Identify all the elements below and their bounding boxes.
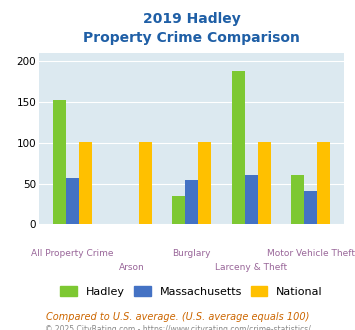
Bar	[245, 175, 258, 224]
Bar	[185, 180, 198, 224]
Bar	[304, 191, 317, 224]
Text: Compared to U.S. average. (U.S. average equals 100): Compared to U.S. average. (U.S. average …	[46, 312, 309, 322]
Legend: Hadley, Massachusetts, National: Hadley, Massachusetts, National	[56, 281, 327, 301]
Text: Arson: Arson	[119, 263, 145, 272]
Bar	[172, 196, 185, 224]
Bar	[139, 142, 152, 224]
Text: Larceny & Theft: Larceny & Theft	[215, 263, 287, 272]
Bar	[198, 142, 211, 224]
Bar	[79, 142, 92, 224]
Bar	[258, 142, 271, 224]
Text: All Property Crime: All Property Crime	[31, 249, 114, 258]
Bar	[231, 71, 245, 224]
Bar	[53, 100, 66, 224]
Bar	[66, 178, 79, 224]
Title: 2019 Hadley
Property Crime Comparison: 2019 Hadley Property Crime Comparison	[83, 12, 300, 45]
Bar	[291, 175, 304, 224]
Bar	[317, 142, 331, 224]
Text: © 2025 CityRating.com - https://www.cityrating.com/crime-statistics/: © 2025 CityRating.com - https://www.city…	[45, 325, 310, 330]
Text: Burglary: Burglary	[173, 249, 211, 258]
Text: Motor Vehicle Theft: Motor Vehicle Theft	[267, 249, 355, 258]
